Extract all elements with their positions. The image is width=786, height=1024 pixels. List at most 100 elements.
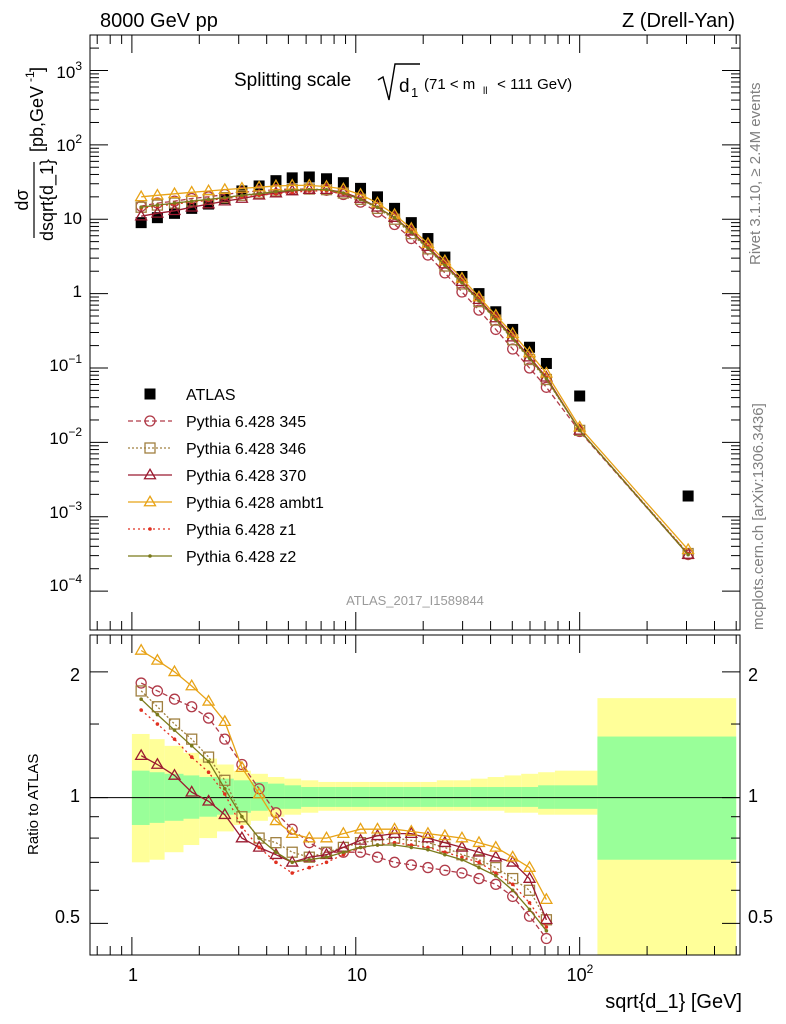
ratio-point-pythia-6-428-z2 (240, 814, 244, 819)
ratio-point-pythia-6-428-ambt1 (370, 822, 385, 834)
ratio-point-pythia-6-428-346 (473, 854, 485, 866)
data-point-pythia-6-428-345 (523, 362, 536, 374)
ratio-point-pythia-6-428-ambt1 (438, 828, 452, 841)
ratio-point-pythia-6-428-z1 (223, 792, 227, 796)
data-point-pythia-6-428-ambt1 (167, 186, 182, 199)
ratio-plot-frame (89, 634, 741, 956)
y-axis-label-ratio: Ratio to ATLAS (25, 754, 42, 855)
legend-entry-pythia-6-428-370: Pythia 6.428 370 (128, 467, 306, 485)
legend-label: Pythia 6.428 z2 (186, 549, 296, 566)
band-inner-bin (301, 787, 319, 807)
ratio-point-pythia-6-428-345 (540, 932, 553, 945)
ratio-point-pythia-6-428-ambt1 (353, 822, 368, 834)
ratio-tick-label-0.5-right: 0.5 (748, 907, 773, 927)
data-point-pythia-6-428-z2 (257, 191, 261, 196)
data-point-pythia-6-428-z2 (341, 191, 346, 195)
ratio-point-pythia-6-428-z2 (426, 847, 430, 852)
data-point-pythia-6-428-345 (490, 323, 502, 336)
data-point-atlas (682, 490, 694, 502)
data-point-pythia-6-428-z2 (307, 187, 312, 192)
ratio-point-pythia-6-428-346 (151, 701, 164, 713)
band-inner-bin (538, 785, 555, 809)
ratio-point-pythia-6-428-370 (489, 850, 503, 862)
ratio-point-pythia-6-428-z1 (493, 871, 498, 875)
ratio-line-pythia-6-428-370 (140, 755, 548, 921)
ratio-point-pythia-6-428-z1 (206, 770, 211, 775)
band-inner-bin (233, 780, 251, 813)
ratio-point-pythia-6-428-z1 (172, 737, 177, 741)
band-inner-bin (436, 787, 454, 807)
legend-label: Pythia 6.428 346 (186, 441, 306, 458)
ratio-point-pythia-6-428-z1 (443, 850, 447, 855)
band-inner-bin (554, 785, 598, 809)
data-point-pythia-6-428-z2 (139, 205, 143, 210)
data-point-pythia-6-428-345 (473, 304, 485, 316)
header-left: 8000 GeV pp (100, 10, 218, 32)
ratio-point-pythia-6-428-z1 (290, 871, 295, 875)
data-point-atlas (321, 173, 333, 185)
data-point-pythia-6-428-z2 (290, 188, 295, 193)
ratio-point-pythia-6-428-ambt1 (421, 826, 435, 839)
data-point-pythia-6-428-z2 (477, 299, 481, 303)
legend-entry-pythia-6-428-ambt1: Pythia 6.428 ambt1 (128, 494, 324, 512)
ratio-point-pythia-6-428-z1 (324, 860, 329, 865)
legend-marker (144, 442, 156, 454)
ratio-point-pythia-6-428-345 (236, 758, 248, 771)
legend-marker (143, 467, 157, 480)
legend-marker (143, 494, 157, 507)
y-tick-label-1: 1 (73, 282, 82, 301)
data-point-pythia-6-428-z2 (510, 336, 515, 341)
ratio-point-pythia-6-428-z2 (358, 845, 363, 850)
series-ratio-panel (134, 643, 554, 945)
ratio-point-pythia-6-428-370 (201, 794, 216, 806)
ratio-tick-label-1-right: 1 (748, 786, 758, 806)
ratio-point-pythia-6-428-z2 (493, 873, 498, 878)
band-inner-bin (267, 783, 285, 809)
legend: ATLAS Pythia 6.428 345 Pythia 6.428 346 Pyt… (128, 387, 324, 566)
ratio-point-pythia-6-428-346 (490, 861, 502, 874)
mcplots-label: mcplots.cern.ch [arXiv:1306.3436] (750, 403, 767, 630)
ratio-point-pythia-6-428-370 (522, 871, 537, 883)
data-point-atlas (286, 172, 298, 184)
y-tick-label-10: 10 (63, 209, 82, 228)
data-point-pythia-6-428-z2 (189, 199, 194, 203)
ratio-point-pythia-6-428-z1 (527, 901, 532, 905)
data-point-pythia-6-428-ambt1 (150, 188, 165, 200)
ylabel-unit-sup: -1 (23, 71, 37, 82)
ratio-point-pythia-6-428-z1 (189, 755, 194, 759)
series-line-pythia-6-428-ambt1 (141, 184, 689, 551)
data-point-pythia-6-428-z2 (426, 246, 430, 250)
band-inner-bin (470, 787, 488, 807)
ylabel-numerator: dσ (12, 189, 32, 210)
ratio-point-pythia-6-428-370 (353, 833, 368, 845)
ratio-point-pythia-6-428-ambt1 (336, 826, 350, 839)
band-inner-bin (504, 787, 522, 807)
data-point-atlas (540, 357, 552, 369)
ratio-point-pythia-6-428-370 (539, 912, 554, 925)
ratio-point-pythia-6-428-ambt1 (539, 892, 554, 904)
ratio-point-pythia-6-428-z2 (443, 852, 447, 857)
data-point-pythia-6-428-z2 (274, 189, 278, 194)
data-point-pythia-6-428-z2 (392, 215, 397, 220)
ratio-point-pythia-6-428-z2 (257, 836, 261, 840)
ratio-point-pythia-6-428-370 (404, 826, 418, 839)
ratio-point-pythia-6-428-345 (473, 872, 485, 885)
rivet-label: Rivet 3.1.10, ≥ 2.4M events (747, 83, 764, 266)
data-point-pythia-6-428-370 (218, 194, 232, 206)
ratio-point-pythia-6-428-z2 (510, 888, 515, 893)
ratio-point-pythia-6-428-370 (438, 835, 452, 848)
band-inner-bin (335, 787, 352, 807)
band-inner-bin (351, 787, 370, 807)
data-point-pythia-6-428-z2 (577, 428, 582, 433)
ratio-point-pythia-6-428-346 (270, 837, 282, 849)
band-inner-bin (597, 736, 737, 860)
band-inner-bin (284, 785, 302, 809)
band-inner-bin (420, 787, 437, 807)
data-point-pythia-6-428-ambt1 (201, 183, 216, 196)
data-point-atlas (186, 202, 198, 214)
ratio-point-pythia-6-428-345 (405, 859, 417, 871)
data-point-pythia-6-428-370 (134, 209, 148, 221)
data-point-pythia-6-428-z2 (443, 263, 447, 268)
ratio-point-pythia-6-428-345 (439, 864, 451, 876)
ratio-point-pythia-6-428-370 (235, 831, 249, 843)
